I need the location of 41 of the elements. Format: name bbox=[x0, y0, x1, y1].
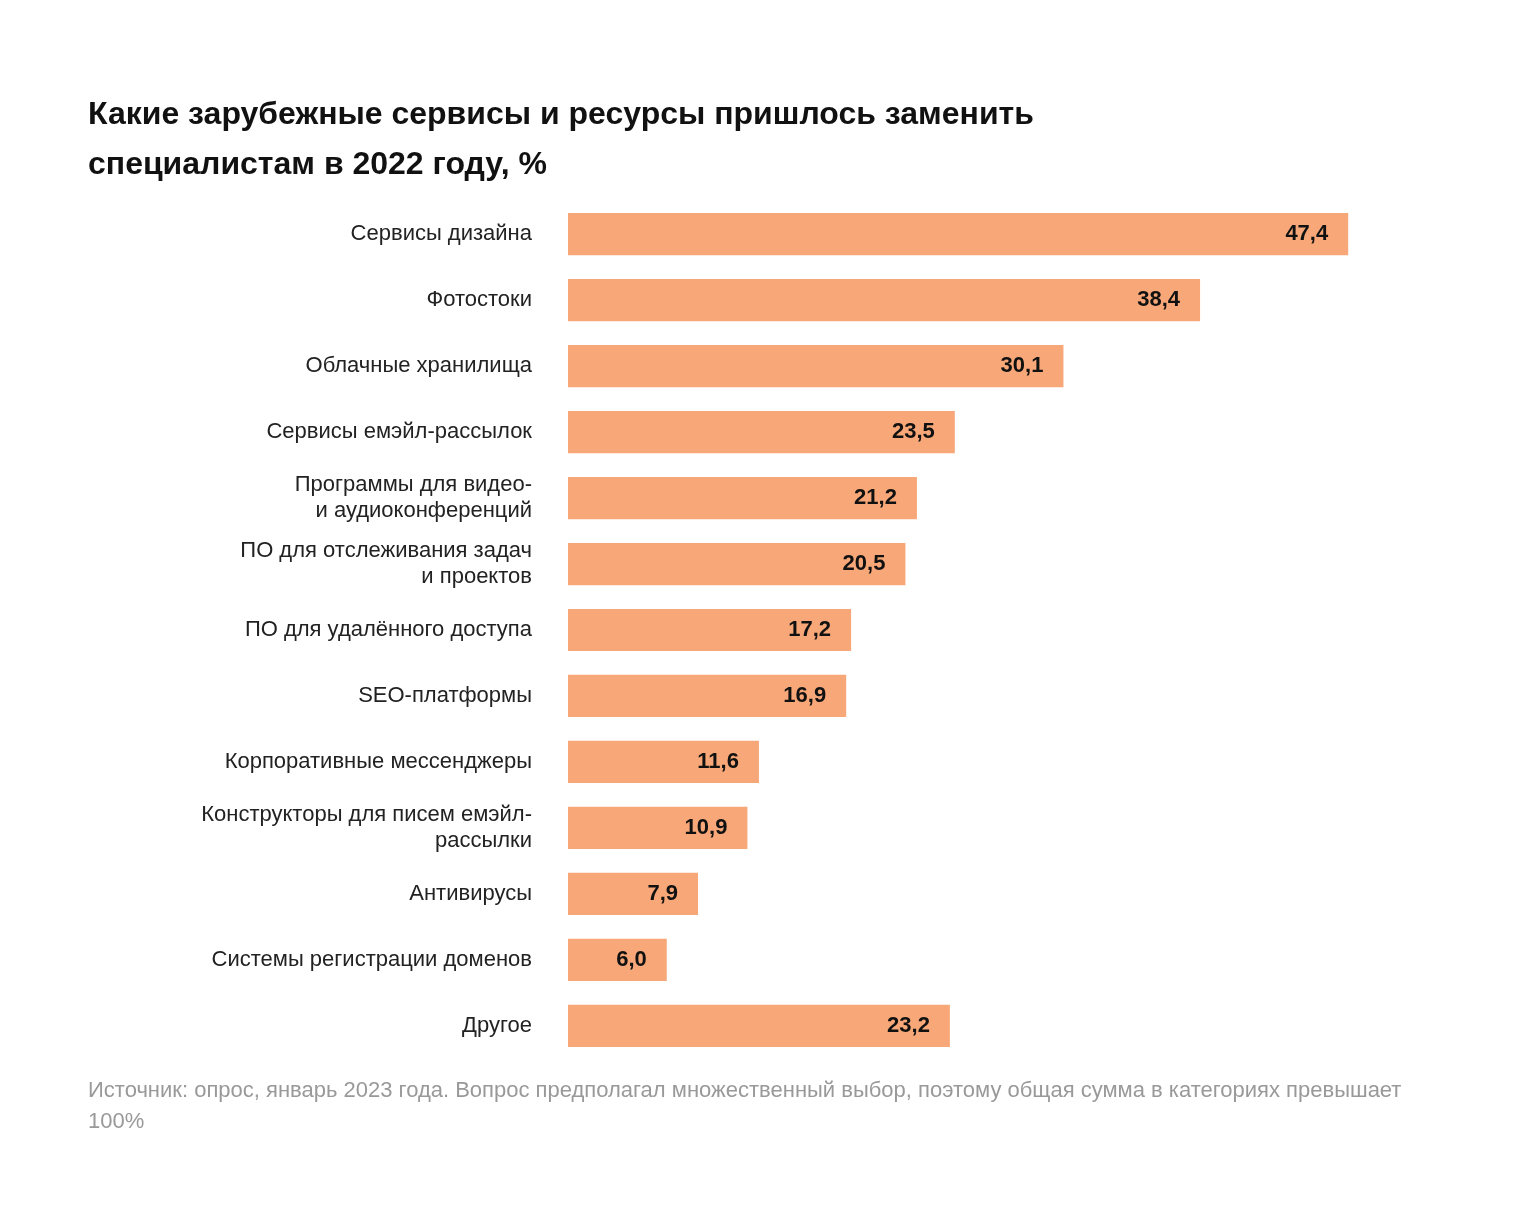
y-tick-label: Фотостоки bbox=[426, 286, 532, 312]
data-label: 10,9 bbox=[684, 813, 728, 839]
data-label: 30,1 bbox=[1000, 352, 1044, 378]
bar bbox=[568, 1004, 950, 1047]
data-label: 47,4 bbox=[1285, 220, 1329, 246]
chart-title: Какие зарубежные сервисы и ресурсы пришлось заменить специалистам в 2022 году, % bbox=[88, 94, 1035, 183]
bar bbox=[568, 608, 852, 652]
data-label: 38,4 bbox=[1137, 286, 1181, 312]
y-tick-label: Системы регистрации доменов bbox=[211, 945, 532, 971]
data-label: 17,2 bbox=[788, 616, 832, 642]
y-tick-label: Сервисы дизайна bbox=[350, 220, 533, 246]
y-tick-label: Другое bbox=[462, 1011, 532, 1037]
data-label: 21,2 bbox=[854, 484, 897, 510]
y-tick-label: ПО для удалённого доступа bbox=[244, 616, 533, 642]
y-tick-label: Облачные хранилища bbox=[305, 352, 533, 378]
data-label: 23,5 bbox=[891, 418, 935, 444]
y-tick-label: ПО для отслеживания задач и проектов bbox=[240, 536, 532, 589]
bar bbox=[568, 872, 699, 915]
bar bbox=[568, 476, 917, 520]
data-label: 23,2 bbox=[887, 1011, 930, 1037]
data-label: 7,9 bbox=[647, 879, 679, 905]
bar bbox=[568, 806, 748, 850]
y-tick-label: SEO-платформы bbox=[358, 682, 532, 708]
y-tick-label: Сервисы емэйл-рассылок bbox=[266, 418, 533, 444]
bar bbox=[568, 345, 1064, 388]
bar bbox=[568, 279, 1201, 322]
data-label: 16,9 bbox=[783, 682, 827, 708]
y-tick-label: Конструкторы для писем емэйл-рассылки bbox=[201, 800, 532, 853]
y-tick-label: Программы для видео- и аудиоконференций bbox=[294, 470, 532, 523]
bar bbox=[568, 542, 906, 586]
data-label: 11,6 bbox=[697, 748, 739, 773]
bar bbox=[568, 674, 847, 718]
bar bbox=[568, 740, 759, 784]
y-tick-label: Корпоративные мессенджеры bbox=[224, 748, 532, 773]
data-label: 20,5 bbox=[842, 550, 886, 576]
bar bbox=[568, 410, 955, 454]
data-label: 6,0 bbox=[616, 945, 647, 971]
bar bbox=[568, 938, 667, 981]
bar bbox=[568, 213, 1349, 256]
text: Источник: опрос, январь 2023 года. Вопрос предполагал множественный выбор, поэтому общая сумма в категориях превышает 100% bbox=[88, 1076, 1403, 1135]
y-tick-label: Антивирусы bbox=[409, 879, 532, 905]
